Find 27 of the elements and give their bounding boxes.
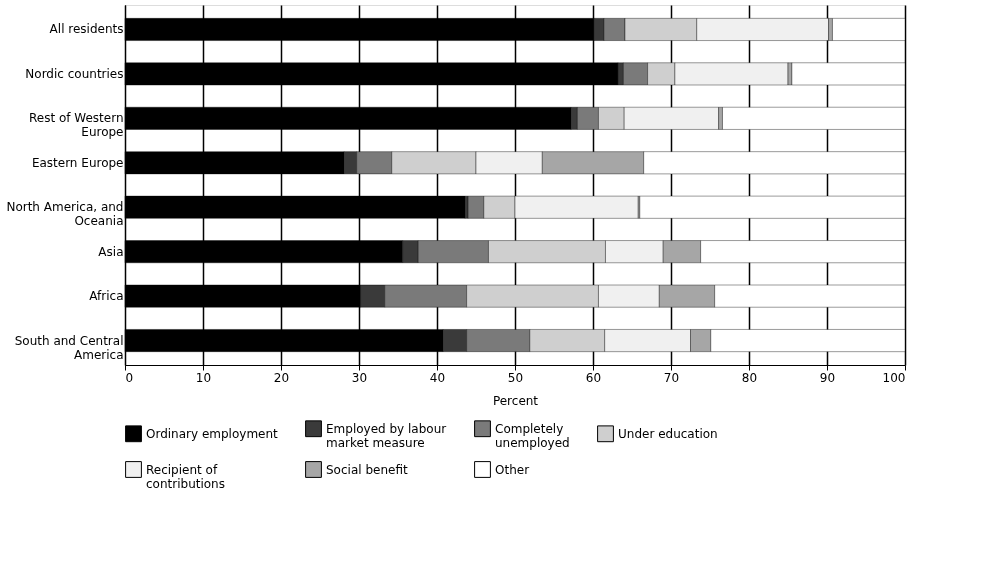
legend-label: Other [495, 462, 530, 477]
x-tick-label: 80 [741, 370, 758, 385]
x-tick-label: 50 [507, 370, 524, 385]
y-tick-label: Africa [89, 289, 124, 304]
x-tick-label: 30 [351, 370, 368, 385]
x-tick-label: 70 [663, 370, 680, 385]
legend-label: Employed by labour market measure [326, 421, 447, 450]
legend-label: Under education [618, 426, 718, 441]
legend-label: Completely unemployed [495, 421, 570, 450]
legend-label: Social benefit [326, 462, 408, 477]
y-tick-label: All residents [49, 22, 124, 37]
y-tick-label: Rest of Western Europe [28, 111, 124, 140]
y-tick-label: Eastern Europe [31, 155, 124, 170]
y-tick-label: North America, and Oceania [6, 200, 124, 229]
x-tick-label: 20 [273, 370, 290, 385]
legend-label: Ordinary employment [146, 426, 279, 441]
y-tick-label: Nordic countries [25, 66, 124, 81]
x-tick-label: 100 [882, 370, 906, 385]
x-tick-label: 10 [195, 370, 212, 385]
x-axis-title: Percent [492, 393, 539, 408]
x-tick-label: 0 [125, 370, 134, 385]
x-tick-label: 90 [819, 370, 836, 385]
legend-label: Recipient of contributions [146, 462, 225, 491]
y-tick-label: Asia [98, 244, 124, 259]
x-tick-label: 40 [429, 370, 446, 385]
x-tick-label: 60 [585, 370, 602, 385]
y-tick-label: South and Central America [14, 333, 124, 362]
